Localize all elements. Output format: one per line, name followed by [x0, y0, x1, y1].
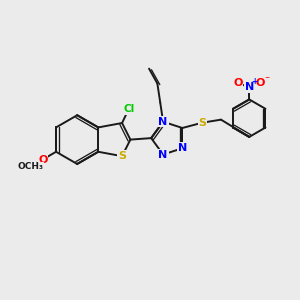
Text: O: O: [256, 78, 265, 88]
Text: N: N: [158, 149, 168, 160]
Text: O: O: [38, 154, 47, 164]
Text: OCH₃: OCH₃: [17, 162, 43, 171]
Text: S: S: [199, 118, 207, 128]
Text: N: N: [244, 82, 254, 92]
Text: ⁻: ⁻: [264, 75, 269, 85]
Text: S: S: [118, 151, 126, 161]
Text: O: O: [233, 78, 243, 88]
Text: N: N: [158, 117, 168, 127]
Text: Cl: Cl: [123, 104, 134, 114]
Text: N: N: [178, 143, 187, 153]
Text: +: +: [251, 77, 258, 86]
